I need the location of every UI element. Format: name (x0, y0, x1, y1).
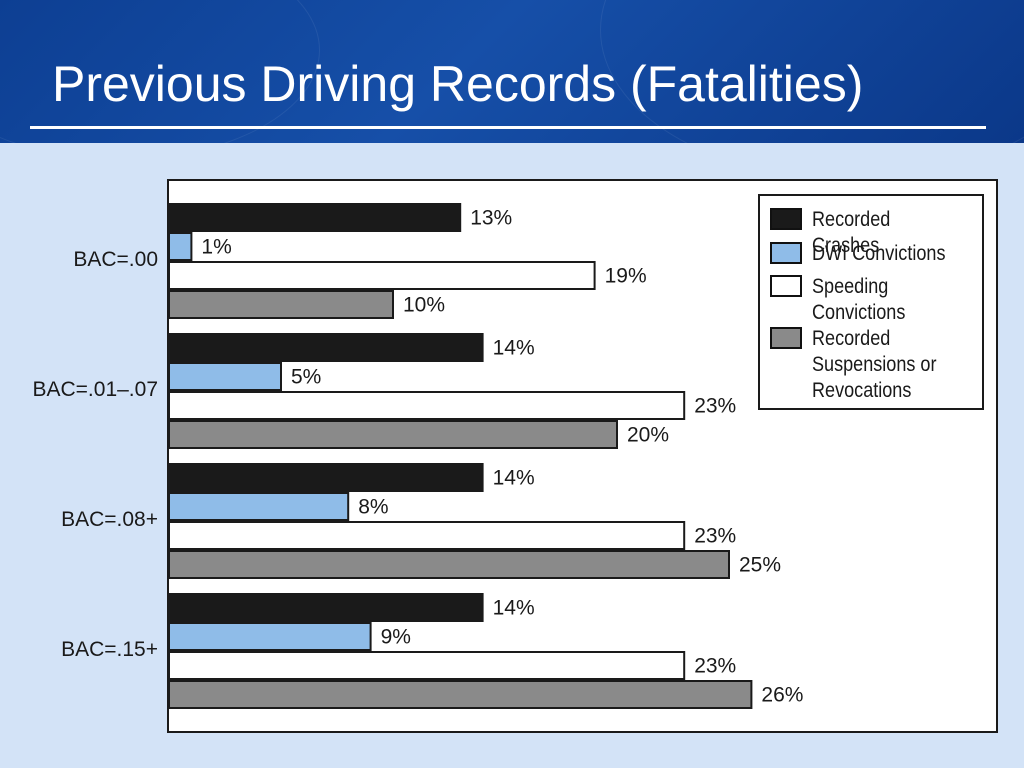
legend-swatch-dwi-convictions (770, 242, 802, 264)
bar-recorded-crashes (168, 593, 484, 622)
category-label: BAC=.08+ (61, 508, 158, 531)
data-label: 5% (291, 366, 321, 389)
legend-label: Recorded Crashes (812, 208, 891, 257)
legend-swatch-speeding-convictions (770, 275, 802, 297)
legend-item: Recorded Suspensions or Revocations (770, 326, 977, 404)
data-label: 14% (493, 337, 535, 360)
bar-suspensions (168, 420, 618, 449)
title-underline (30, 126, 986, 129)
bar-speeding-convictions (168, 521, 686, 550)
bar-dwi-convictions (168, 492, 350, 521)
category-label: BAC=.01–.07 (32, 378, 158, 401)
data-label: 13% (470, 207, 512, 230)
bar-recorded-crashes (168, 463, 484, 492)
legend-swatch-recorded-crashes (770, 208, 802, 230)
data-label: 1% (201, 236, 231, 259)
bar-suspensions (168, 550, 730, 579)
bar-recorded-crashes (168, 333, 484, 362)
data-label: 23% (694, 655, 736, 678)
data-label: 25% (739, 554, 781, 577)
slide-title: Previous Driving Records (Fatalities) (52, 56, 864, 112)
value-labels-layer: 13%1%19%10%14%5%23%20%14%8%23%25%14%9%23… (201, 207, 803, 707)
legend-label: DWI Convictions (812, 242, 946, 265)
bar-speeding-convictions (168, 651, 686, 680)
bars-layer (168, 203, 753, 709)
data-label: 8% (358, 496, 388, 519)
bar-dwi-convictions (168, 232, 193, 261)
slide-header: Previous Driving Records (Fatalities) (0, 0, 1024, 143)
data-label: 26% (761, 684, 803, 707)
bar-recorded-crashes (168, 203, 462, 232)
legend-label: Recorded Suspensions or Revocations (812, 327, 937, 402)
data-label: 20% (627, 424, 669, 447)
bar-suspensions (168, 290, 394, 319)
bar-suspensions (168, 680, 753, 709)
legend-item: DWI Convictions (770, 241, 977, 267)
data-label: 9% (381, 626, 411, 649)
bar-dwi-convictions (168, 362, 282, 391)
data-label: 23% (694, 395, 736, 418)
category-label: BAC=.00 (73, 248, 158, 271)
data-label: 23% (694, 525, 736, 548)
category-label: BAC=.15+ (61, 638, 158, 661)
data-label: 19% (605, 265, 647, 288)
data-label: 14% (493, 467, 535, 490)
chart-legend: Recorded Crashes DWI Convictions Speedin… (758, 194, 984, 410)
legend-item: Recorded Crashes (770, 207, 977, 259)
bar-speeding-convictions (168, 391, 686, 420)
bar-speeding-convictions (168, 261, 596, 290)
legend-item: Speeding Convictions (770, 274, 977, 326)
bar-dwi-convictions (168, 622, 372, 651)
legend-swatch-suspensions (770, 327, 802, 349)
data-label: 10% (403, 294, 445, 317)
data-label: 14% (493, 597, 535, 620)
legend-label: Speeding Convictions (812, 275, 906, 324)
